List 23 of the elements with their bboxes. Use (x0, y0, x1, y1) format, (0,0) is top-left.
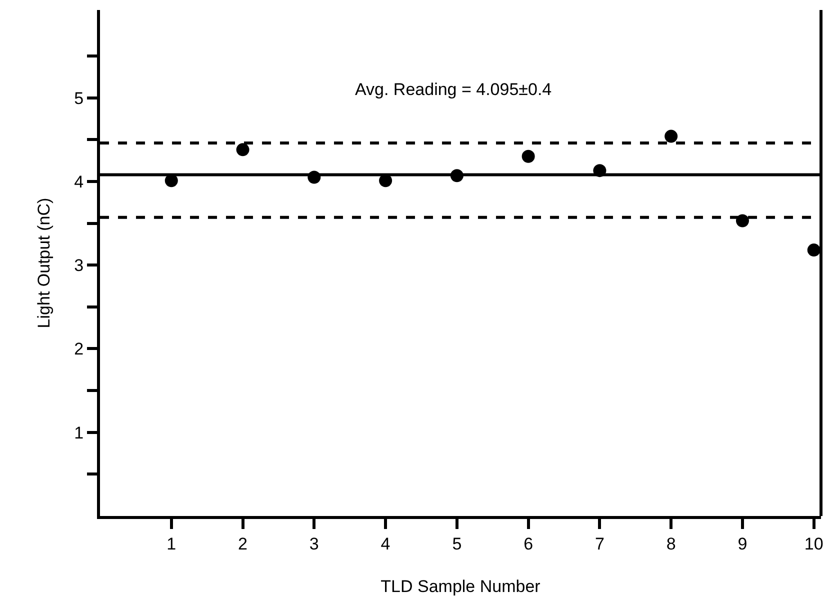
point (664, 130, 678, 143)
annotation: Avg. Reading = 4.095±0.4 (355, 80, 552, 99)
point (522, 150, 535, 163)
x-tick-label: 9 (738, 534, 748, 554)
x-tick-label: 1 (166, 534, 176, 554)
x-tick-label: 8 (666, 534, 676, 554)
y-tick-label: 4 (74, 172, 84, 192)
y-tick-label: 1 (74, 423, 84, 442)
point (807, 244, 820, 257)
x-tick-label: 10 (804, 534, 824, 554)
y-tick-label: 3 (74, 256, 84, 276)
y-tick-label: 2 (74, 340, 84, 359)
x-tick-label: 3 (309, 534, 319, 554)
x-tick-label: 4 (380, 534, 390, 554)
x-tick-label: 6 (524, 534, 534, 554)
point (236, 143, 250, 156)
y-axis-title: Light Output (nC) (34, 198, 54, 328)
x-tick-label: 5 (452, 534, 462, 554)
x-axis-title: TLD Sample Number (380, 576, 541, 596)
x-tick-label: 7 (594, 534, 604, 554)
x-tick-label: 2 (238, 534, 248, 554)
point (736, 214, 749, 228)
y-tick-label: 5 (74, 88, 84, 108)
